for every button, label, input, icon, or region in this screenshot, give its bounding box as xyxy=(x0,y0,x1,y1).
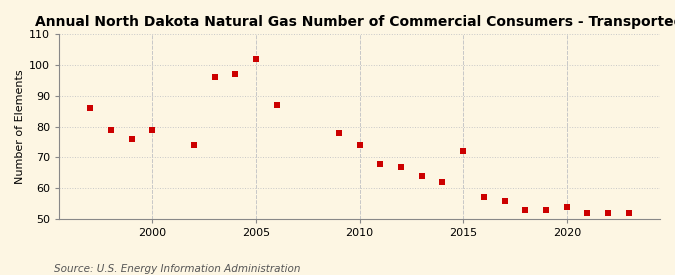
Point xyxy=(624,211,634,215)
Point xyxy=(354,143,365,147)
Point xyxy=(458,149,468,153)
Point xyxy=(416,174,427,178)
Point xyxy=(603,211,614,215)
Point xyxy=(230,72,241,76)
Point xyxy=(520,208,531,212)
Point xyxy=(437,180,448,184)
Point xyxy=(147,128,158,132)
Point xyxy=(105,128,116,132)
Point xyxy=(333,131,344,135)
Text: Source: U.S. Energy Information Administration: Source: U.S. Energy Information Administ… xyxy=(54,264,300,274)
Point xyxy=(271,103,282,107)
Point xyxy=(541,208,551,212)
Point xyxy=(562,205,572,209)
Point xyxy=(126,137,137,141)
Point xyxy=(375,161,385,166)
Point xyxy=(479,195,489,200)
Point xyxy=(209,75,220,80)
Point xyxy=(85,106,96,110)
Point xyxy=(396,164,406,169)
Point xyxy=(500,198,510,203)
Y-axis label: Number of Elements: Number of Elements xyxy=(15,69,25,184)
Point xyxy=(582,211,593,215)
Point xyxy=(250,57,261,61)
Point xyxy=(188,143,199,147)
Title: Annual North Dakota Natural Gas Number of Commercial Consumers - Transported: Annual North Dakota Natural Gas Number o… xyxy=(35,15,675,29)
